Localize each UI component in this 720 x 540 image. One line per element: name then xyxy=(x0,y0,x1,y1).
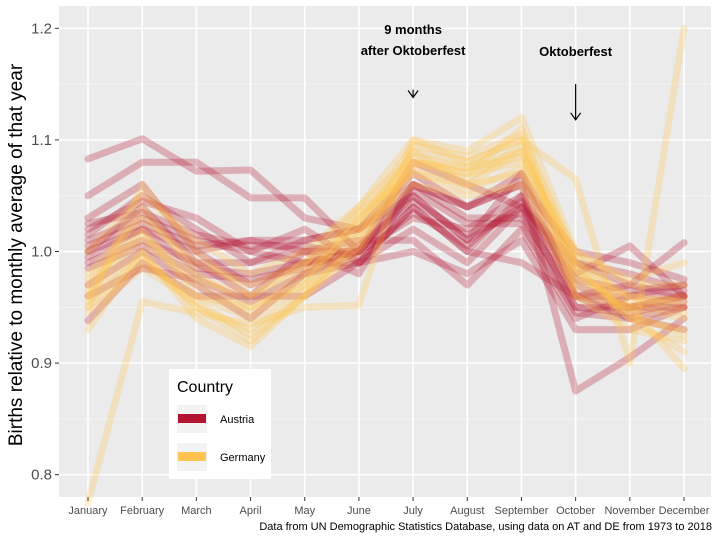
series-line-germany xyxy=(84,114,688,311)
x-tick-label: April xyxy=(240,505,262,517)
legend-label-germany: Germany xyxy=(220,452,266,464)
series-line-austria xyxy=(84,192,688,311)
y-tick-label: 0.9 xyxy=(31,355,52,372)
data-source-caption: Data from UN Demographic Statistics Data… xyxy=(259,521,712,533)
series-line-germany xyxy=(84,153,688,283)
series-line-austria xyxy=(84,203,688,334)
x-tick-label: December xyxy=(659,505,710,517)
x-tick-label: March xyxy=(181,505,212,517)
series-line-germany xyxy=(84,158,688,322)
y-tick-label: 0.8 xyxy=(31,467,52,484)
x-tick-label: August xyxy=(450,505,484,517)
series-line-austria xyxy=(84,236,688,334)
series-line-germany xyxy=(84,164,688,317)
series-line-germany xyxy=(84,130,688,317)
series-line-austria xyxy=(84,197,688,317)
y-axis-title: Births relative to monthly average of th… xyxy=(6,63,27,446)
legend-title: Country xyxy=(177,379,233,396)
annotation-layer: 9 months after Oktoberfest Oktoberfest xyxy=(361,22,613,121)
y-tick-label: 1.2 xyxy=(31,20,52,37)
y-tick-label: 1.0 xyxy=(31,244,52,261)
grid-layer xyxy=(59,6,711,497)
series-line-austria xyxy=(84,169,688,311)
series-line-austria xyxy=(84,135,688,395)
x-tick-label: May xyxy=(294,505,315,517)
series-line-austria xyxy=(84,169,688,283)
series-line-germany xyxy=(84,169,688,311)
annotation-text: Oktoberfest xyxy=(539,44,613,59)
series-line-germany xyxy=(84,142,688,339)
x-tick-label: June xyxy=(347,505,371,517)
series-group-germany xyxy=(84,24,688,507)
axis-layer: 0.8 0.9 1.0 1.1 1.2 January February March April… xyxy=(31,20,710,517)
annotation-october: Oktoberfest xyxy=(539,44,613,121)
annotation-text: after Oktoberfest xyxy=(361,43,466,58)
x-tick-label: October xyxy=(556,505,595,517)
series-line-austria xyxy=(84,197,688,295)
x-tick-label: January xyxy=(68,505,108,517)
x-tick-label: November xyxy=(604,505,655,517)
series-line-austria xyxy=(84,192,688,300)
series-group-austria xyxy=(84,135,688,395)
series-line-germany xyxy=(84,147,688,311)
y-tick-label: 1.1 xyxy=(31,132,52,149)
series-line-austria xyxy=(84,203,688,311)
series-line-germany xyxy=(84,181,688,345)
series-line-austria xyxy=(84,192,688,300)
series-line-austria xyxy=(84,158,688,289)
legend-key-swatch xyxy=(178,414,206,423)
series-line-germany xyxy=(84,125,688,373)
legend-label-austria: Austria xyxy=(220,414,255,426)
annotation-text: 9 months xyxy=(384,22,442,37)
x-tick-label: September xyxy=(495,505,549,517)
series-line-austria xyxy=(84,169,688,295)
legend: Country Austria Germany xyxy=(169,369,271,479)
legend-key-swatch xyxy=(178,452,206,461)
series-line-germany xyxy=(84,147,688,356)
series-line-austria xyxy=(84,181,688,300)
series-layer xyxy=(84,24,688,507)
series-line-germany xyxy=(84,136,688,350)
arrow-head-icon xyxy=(570,112,582,121)
series-line-germany xyxy=(84,24,688,507)
series-line-austria xyxy=(84,225,688,322)
series-line-austria xyxy=(84,186,688,322)
x-tick-label: July xyxy=(403,505,423,517)
arrow-head-icon xyxy=(407,90,419,99)
x-tick-label: February xyxy=(120,505,165,517)
annotation-july: 9 months after Oktoberfest xyxy=(361,22,466,99)
